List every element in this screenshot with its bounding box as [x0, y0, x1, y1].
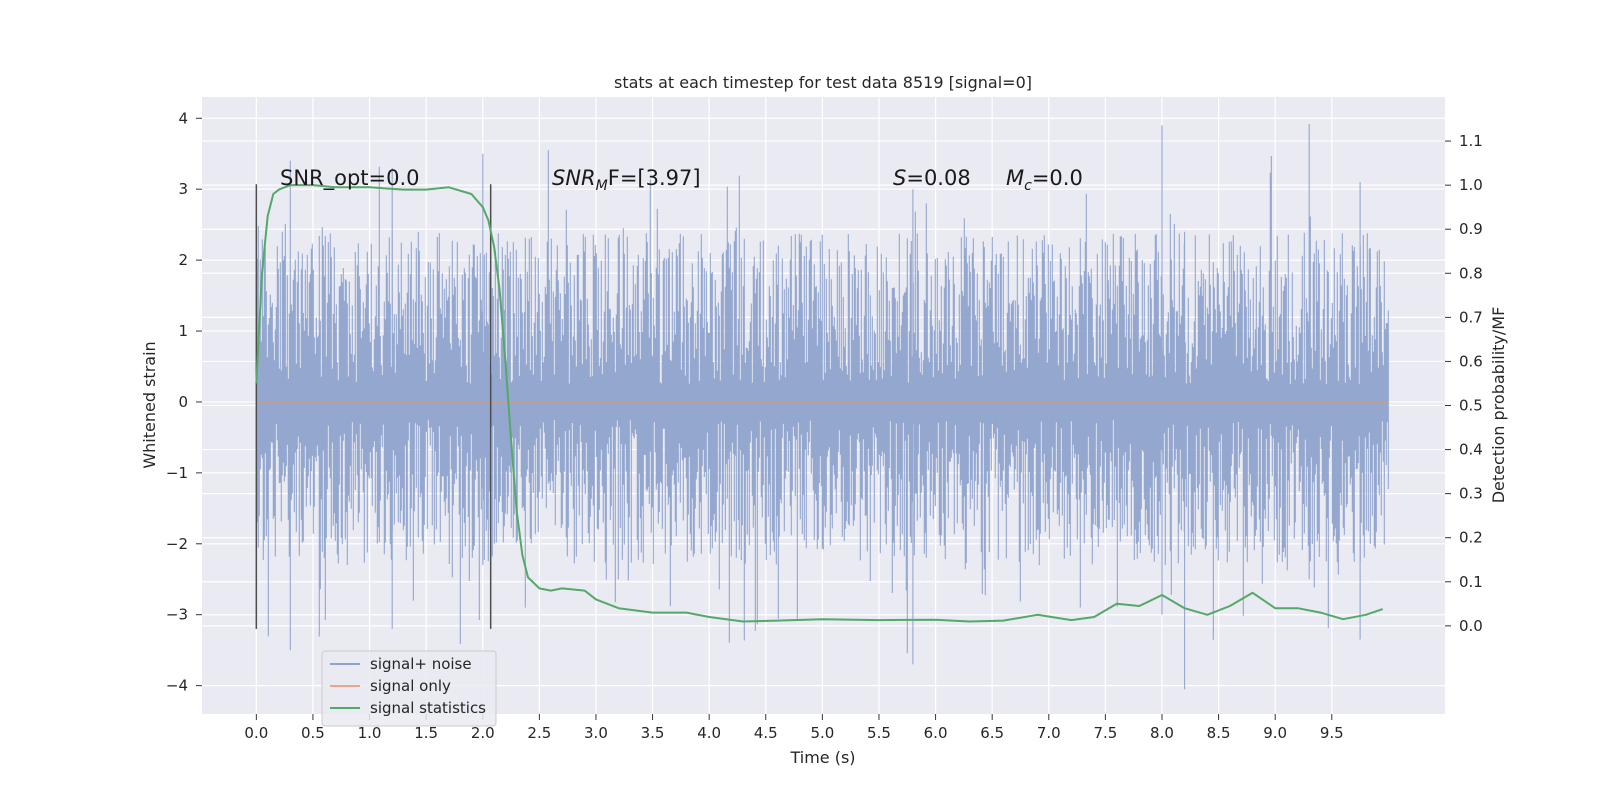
x-tick-label: 7.0	[1037, 724, 1061, 742]
legend-label-signal: signal only	[370, 677, 451, 695]
y-tick-label-right: 0.0	[1459, 617, 1483, 635]
x-tick-label: 6.5	[980, 724, 1004, 742]
y-tick-label-right: 0.2	[1459, 529, 1483, 547]
legend-label-statistics: signal statistics	[370, 699, 486, 717]
y-tick-label-right: 0.7	[1459, 308, 1483, 326]
legend-label-noise: signal+ noise	[370, 655, 472, 673]
x-tick-label: 4.0	[697, 724, 721, 742]
x-tick-label: 2.0	[471, 724, 495, 742]
s-rest: =0.08	[906, 166, 970, 190]
y-tick-label-right: 1.0	[1459, 176, 1483, 194]
x-tick-label: 1.0	[358, 724, 382, 742]
mc-rest: =0.0	[1032, 166, 1083, 190]
axes: 0.0 0.5 1.0 1.5 2.0 2.5 3.0 3.5 4.0 4.5 5.0 5.5 6.0 6…	[166, 109, 1483, 742]
y-tick-label-right: 0.3	[1459, 485, 1483, 503]
y-tick-label-right: 0.1	[1459, 573, 1483, 591]
y-tick-label-right: 0.6	[1459, 352, 1483, 370]
x-tick-label: 0.0	[244, 724, 268, 742]
mc-sub: c	[1024, 178, 1032, 194]
y-tick-label-right: 0.4	[1459, 441, 1483, 459]
y-tick-label-left: −3	[166, 606, 188, 624]
y-tick-label-left: 3	[178, 180, 188, 198]
x-tick-label: 6.0	[924, 724, 948, 742]
annotation-mc: Mc=0.0	[1006, 166, 1083, 194]
s-var: S	[893, 166, 906, 190]
annotation-s: S=0.08	[893, 166, 971, 190]
x-tick-label: 0.5	[301, 724, 325, 742]
y-tick-label-right: 0.8	[1459, 264, 1483, 282]
snr-mf-sub: M	[596, 178, 608, 194]
x-axis-label: Time (s)	[789, 748, 855, 767]
legend-box	[321, 650, 497, 727]
x-tick-label: 1.5	[414, 724, 438, 742]
snr-mf-var: SNR	[552, 166, 596, 190]
y-tick-label-left: 2	[178, 251, 188, 269]
x-tick-label: 8.0	[1150, 724, 1174, 742]
annotation-snr-opt: SNR_opt=0.0	[280, 166, 420, 191]
chart-title: stats at each timestep for test data 851…	[614, 73, 1032, 92]
y-tick-label-right: 0.9	[1459, 220, 1483, 238]
x-tick-label: 4.5	[754, 724, 778, 742]
y-tick-label-left: −1	[166, 464, 188, 482]
x-tick-label: 3.5	[641, 724, 665, 742]
legend: signal+ noise signal only signal statist…	[321, 650, 497, 727]
y-tick-label-left: 0	[178, 393, 188, 411]
annotation-snr-mf: SNRMF=[3.97]	[552, 166, 701, 194]
snr-mf-rest: F=[3.97]	[608, 166, 701, 190]
x-tick-label: 5.5	[867, 724, 891, 742]
y-axis-label-left: Whitened strain	[140, 341, 159, 468]
x-tick-label: 8.5	[1207, 724, 1231, 742]
x-tick-label: 3.0	[584, 724, 608, 742]
y-tick-label-right: 1.1	[1459, 132, 1483, 150]
y-tick-label-left: 1	[178, 322, 188, 340]
x-tick-label: 9.5	[1320, 724, 1344, 742]
y-tick-label-left: −4	[166, 677, 188, 695]
mc-var: M	[1006, 166, 1024, 190]
y-tick-label-right: 0.5	[1459, 397, 1483, 415]
x-tick-label: 7.5	[1093, 724, 1117, 742]
x-tick-label: 2.5	[527, 724, 551, 742]
overlay-series	[255, 184, 1389, 629]
statistics-line	[255, 184, 1384, 623]
y-tick-label-left: −2	[166, 535, 188, 553]
x-tick-label: 9.0	[1263, 724, 1287, 742]
x-tick-label: 5.0	[810, 724, 834, 742]
y-tick-label-left: 4	[178, 109, 188, 127]
y-axis-label-right: Detection probability/MF	[1489, 307, 1508, 504]
